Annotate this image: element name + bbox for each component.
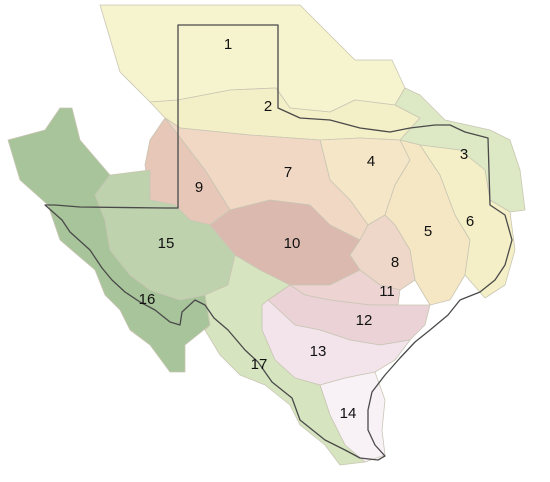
region-label-4: 4	[367, 153, 375, 170]
region-label-6: 6	[466, 213, 474, 230]
region-label-5: 5	[424, 223, 432, 240]
region-label-7: 7	[284, 164, 292, 181]
region-label-3: 3	[460, 146, 468, 163]
region-label-2: 2	[264, 98, 272, 115]
region-label-14: 14	[340, 405, 357, 422]
region-label-15: 15	[158, 235, 175, 252]
region-label-17: 17	[251, 356, 268, 373]
state-boundary-outline	[44, 24, 513, 461]
basin-region-6[interactable]	[419, 144, 516, 299]
region-label-16: 16	[139, 291, 156, 308]
region-label-10: 10	[284, 235, 301, 252]
region-label-12: 12	[356, 312, 373, 329]
region-label-11: 11	[379, 283, 395, 300]
region-label-8: 8	[391, 254, 399, 271]
basin-region-17[interactable]	[204, 254, 366, 466]
region-label-1: 1	[224, 36, 232, 53]
region-label-13: 13	[310, 343, 327, 360]
region-label-9: 9	[195, 179, 203, 196]
